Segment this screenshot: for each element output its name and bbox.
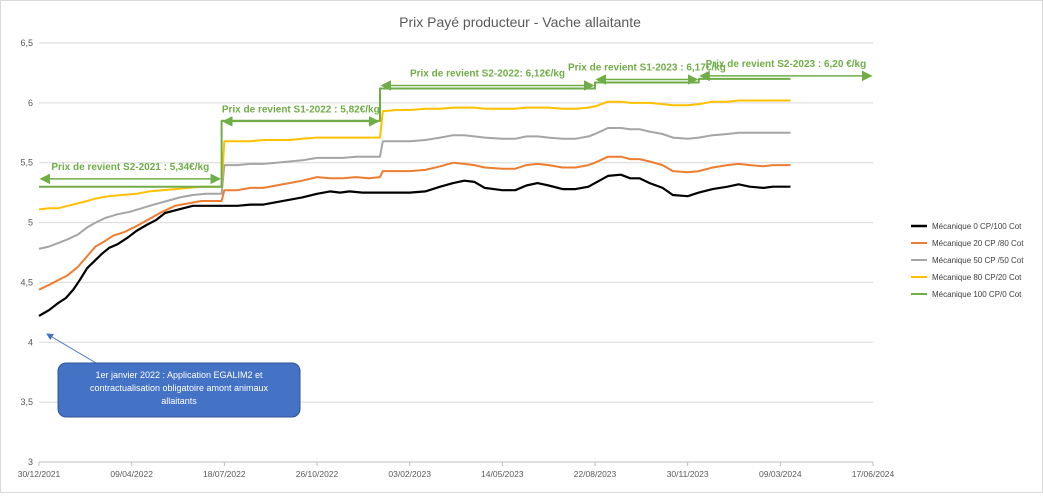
series-line-4	[38, 99, 791, 211]
legend-label: Mécanique 0 CP/100 Cot	[932, 222, 1022, 231]
x-tick-label: 17/06/2024	[852, 469, 895, 479]
annotation-label: Prix de revient S2-2022: 6,12€/kg	[410, 68, 565, 79]
legend-label: Mécanique 80 CP/20 Cot	[932, 273, 1022, 282]
annotation-label: Prix de revient S1-2022 : 5,82€/kg	[222, 104, 380, 115]
y-tick-label: 6,5	[20, 38, 33, 48]
callout-text-line: contractualisation obligatoire amont ani…	[90, 383, 269, 393]
x-tick-label: 18/07/2022	[203, 469, 246, 479]
y-tick-label: 4	[28, 337, 33, 347]
x-tick-label: 09/03/2024	[759, 469, 802, 479]
callout-text-line: allaitants	[161, 396, 197, 406]
legend-label: Mécanique 100 CP/0 Cot	[932, 290, 1022, 299]
callout-text-line: 1er janvier 2022 : Application EGALIM2 e…	[95, 370, 263, 380]
x-tick-label: 30/11/2023	[667, 469, 709, 479]
legend-label: Mécanique 20 CP /80 Cot	[932, 239, 1024, 248]
y-tick-label: 3	[28, 457, 33, 467]
x-tick-label: 09/04/2022	[110, 469, 153, 479]
series-line-3	[38, 127, 791, 250]
annotation-label: Prix de revient S2-2023 : 6,20 €/kg	[706, 59, 867, 70]
x-tick-label: 14/05/2023	[481, 469, 524, 479]
y-tick-label: 5,5	[20, 158, 33, 168]
y-tick-label: 3,5	[20, 397, 33, 407]
series-line-2	[38, 155, 791, 291]
x-tick-label: 26/10/2022	[296, 469, 339, 479]
x-tick-label: 03/02/2023	[388, 469, 431, 479]
x-tick-label: 30/12/2021	[18, 469, 61, 479]
annotation-label: Prix de revient S1-2023 : 6,17€/kg	[568, 63, 726, 74]
legend-label: Mécanique 50 CP /50 Cot	[932, 256, 1024, 265]
chart-title: Prix Payé producteur - Vache allaitante	[399, 14, 641, 30]
callout-box	[57, 362, 301, 418]
annotation-label: Prix de revient S2-2021 : 5,34€/kg	[51, 162, 209, 173]
y-tick-label: 6	[28, 98, 33, 108]
x-tick-label: 22/08/2023	[574, 469, 617, 479]
y-tick-label: 5	[28, 218, 33, 228]
y-tick-label: 4,5	[20, 277, 33, 287]
callout-arrow	[46, 333, 97, 364]
series-line-1	[38, 173, 791, 317]
